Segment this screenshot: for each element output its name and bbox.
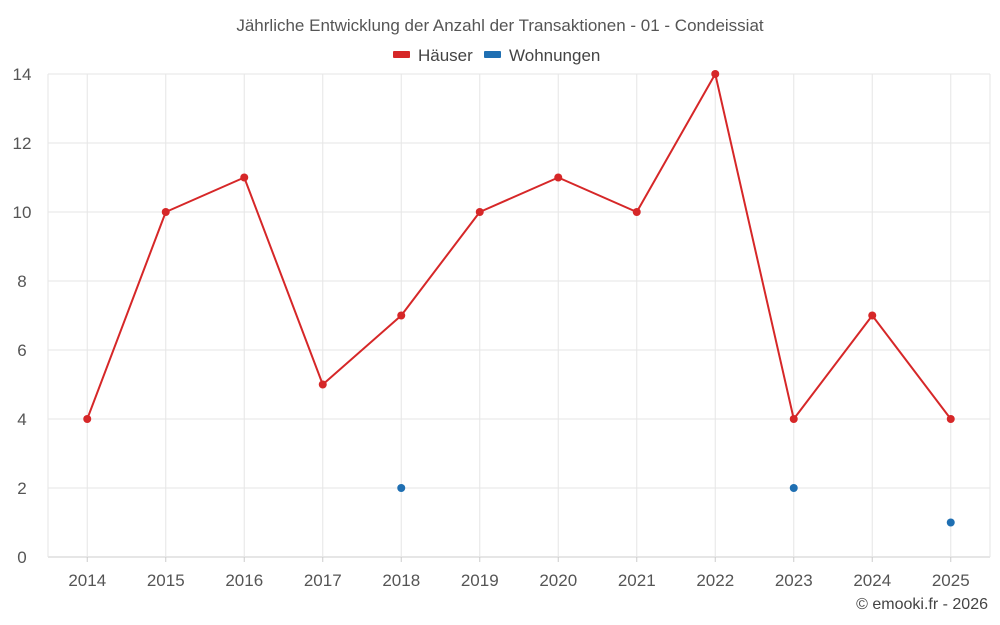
grid xyxy=(47,73,991,558)
x-tick-label: 2019 xyxy=(461,571,499,590)
x-axis: 2014 2015 2016 2017 2018 2019 2020 2021 2022 2023… xyxy=(68,557,970,590)
x-tick-label: 2024 xyxy=(853,571,891,590)
credit-text: © emooki.fr - 2026 xyxy=(856,596,988,613)
legend-label-wohnungen[interactable]: Wohnungen xyxy=(509,46,600,65)
x-tick-label: 2025 xyxy=(932,571,970,590)
y-tick-label: 4 xyxy=(17,410,26,429)
data-point-wohnungen[interactable] xyxy=(946,518,955,527)
y-tick-label: 12 xyxy=(13,134,32,153)
data-point-haeuser[interactable] xyxy=(475,208,484,216)
x-tick-label: 2016 xyxy=(225,571,263,590)
legend-swatch-wohnungen xyxy=(484,51,501,58)
data-point-haeuser[interactable] xyxy=(318,380,327,389)
y-tick-label: 14 xyxy=(13,65,32,84)
series-layer xyxy=(83,70,955,527)
series-wohnungen xyxy=(397,484,955,527)
x-tick-label: 2022 xyxy=(696,571,734,590)
legend-swatch-haeuser xyxy=(393,51,410,58)
data-point-wohnungen[interactable] xyxy=(397,484,406,492)
x-tick-label: 2023 xyxy=(775,571,813,590)
y-tick-label: 8 xyxy=(17,272,26,291)
x-tick-label: 2020 xyxy=(539,571,577,590)
data-point-haeuser[interactable] xyxy=(868,311,877,320)
x-tick-label: 2018 xyxy=(382,571,420,590)
y-tick-label: 10 xyxy=(13,203,32,222)
data-point-haeuser[interactable] xyxy=(161,208,170,216)
y-tick-label: 2 xyxy=(17,479,26,498)
y-tick-label: 6 xyxy=(17,341,26,360)
x-tick-label: 2014 xyxy=(68,571,106,590)
y-axis: 0 2 4 6 8 10 12 14 xyxy=(13,65,32,567)
data-point-haeuser[interactable] xyxy=(946,415,955,423)
x-tick-label: 2015 xyxy=(147,571,185,590)
legend: Häuser Wohnungen xyxy=(393,46,600,65)
data-point-wohnungen[interactable] xyxy=(789,484,798,492)
data-point-haeuser[interactable] xyxy=(789,415,798,423)
series-haeuser xyxy=(83,70,955,423)
data-point-haeuser[interactable] xyxy=(397,311,406,320)
data-point-haeuser[interactable] xyxy=(632,208,641,216)
chart-title: Jährliche Entwicklung der Anzahl der Tra… xyxy=(236,16,764,35)
data-point-haeuser[interactable] xyxy=(711,70,720,78)
x-tick-label: 2017 xyxy=(304,571,342,590)
data-point-haeuser[interactable] xyxy=(240,173,249,182)
legend-label-haeuser[interactable]: Häuser xyxy=(418,46,473,65)
data-point-haeuser[interactable] xyxy=(554,173,563,182)
x-tick-label: 2021 xyxy=(618,571,656,590)
y-tick-label: 0 xyxy=(17,548,26,567)
data-point-haeuser[interactable] xyxy=(83,415,92,423)
series-line-haeuser xyxy=(86,73,952,420)
